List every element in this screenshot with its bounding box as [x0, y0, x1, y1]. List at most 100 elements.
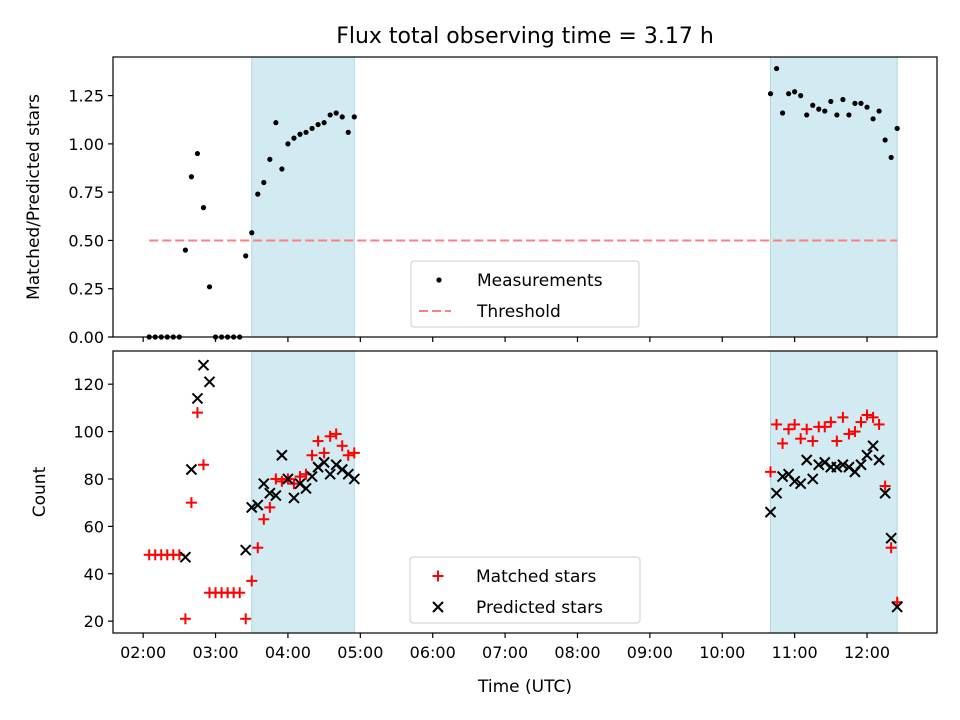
predicted-stars-point	[867, 440, 879, 452]
y-tick-label: 80	[84, 470, 104, 489]
predicted-stars-point	[861, 449, 873, 461]
predicted-stars-point	[276, 449, 288, 461]
observing-window-shade	[251, 57, 355, 337]
y-axis-label: Count	[30, 466, 50, 517]
measurement-point	[779, 110, 786, 116]
predicted-stars-point	[306, 470, 318, 483]
predicted-stars-point	[348, 473, 360, 485]
predicted-stars-point	[246, 501, 258, 514]
legend-label: Predicted stars	[476, 598, 603, 618]
matched-stars-point	[807, 435, 819, 447]
x-tick-label: 03:00	[192, 643, 238, 662]
matched-stars-point	[837, 411, 849, 423]
matched-stars-point	[879, 480, 891, 492]
measurement-point	[297, 131, 303, 137]
figure-title: Flux total observing time = 3.17 h	[336, 24, 714, 49]
matched-stars-point	[348, 447, 360, 459]
matched-stars-point	[264, 501, 276, 513]
predicted-stars-point-b	[770, 487, 783, 499]
predicted-stars-point-b	[843, 461, 855, 473]
measurement-point	[321, 120, 327, 126]
y-tick-label: 1.25	[68, 87, 104, 106]
predicted-stars-point	[800, 454, 813, 466]
predicted-stars-point-b	[885, 532, 897, 544]
measurement-point	[200, 205, 207, 211]
ratio-panel: 0.00 0.25 0.50 0.75 1.00 1.25 Matched/Predicte…	[24, 56, 938, 347]
measurement-point	[773, 65, 780, 72]
y-tick-label: 0.50	[68, 231, 104, 250]
x-tick-label: 04:00	[265, 643, 311, 662]
predicted-stars-point-b	[264, 487, 276, 499]
measurement-point	[309, 125, 315, 132]
predicted-stars-point	[813, 459, 825, 471]
x-tick-label: 06:00	[410, 643, 456, 662]
matched-stars-point	[246, 575, 258, 587]
plot-frame	[112, 350, 938, 634]
measurement-point	[858, 100, 864, 106]
predicted-stars-point	[879, 487, 891, 499]
matched-stars-point	[843, 428, 855, 440]
legend: Measurements Threshold	[410, 260, 640, 328]
measurement-point	[816, 106, 822, 112]
measurement-point	[870, 116, 876, 122]
legend-label: Threshold	[476, 302, 561, 322]
predicted-stars-point-b	[788, 475, 801, 488]
matched-stars-point	[270, 473, 282, 485]
matched-stars-point	[179, 613, 191, 625]
x-tick-label: 09:00	[627, 643, 673, 662]
x-tick-label: 10:00	[699, 643, 745, 662]
predicted-stars-point-b	[258, 477, 270, 490]
x-tick-label: 05:00	[337, 643, 383, 662]
predicted-stars-point-b	[855, 459, 867, 471]
predicted-stars-point-b	[246, 501, 258, 514]
predicted-stars-point-b	[891, 601, 903, 613]
predicted-stars-point-b	[800, 454, 813, 466]
measurement-point	[255, 191, 261, 197]
x-tick-label: 02:00	[120, 643, 166, 662]
measurement-point	[327, 112, 333, 118]
predicted-stars-point	[264, 487, 276, 499]
predicted-stars-point-b	[879, 487, 891, 499]
x-axis-label: Time (UTC)	[477, 677, 572, 697]
predicted-stars-point	[203, 376, 216, 388]
predicted-stars-point-b	[179, 551, 192, 563]
measurement-point	[852, 100, 858, 106]
predicted-stars-point	[885, 532, 897, 544]
matched-stars-point	[342, 449, 354, 461]
legend-x-icon	[432, 601, 444, 613]
y-tick-label: 1.00	[68, 135, 104, 154]
measurement-point	[840, 96, 846, 103]
predicted-stars-point-b	[197, 359, 210, 371]
predicted-stars-point-b	[776, 470, 789, 483]
y-tick-label: 0.25	[68, 280, 104, 299]
predicted-stars-point	[873, 454, 885, 466]
measurement-point	[279, 166, 285, 172]
predicted-stars-point	[776, 470, 789, 483]
predicted-stars-point-b	[288, 492, 300, 504]
measurement-point	[188, 174, 195, 180]
legend-box	[410, 260, 640, 328]
matched-stars-point	[765, 466, 777, 478]
legend: Matched stars Predicted stars	[409, 556, 641, 624]
predicted-stars-point-b	[324, 468, 336, 480]
predicted-stars-point-b	[191, 392, 204, 405]
predicted-stars-point-b	[300, 482, 312, 495]
measurement-point	[303, 129, 309, 135]
predicted-stars-point-b	[318, 456, 330, 469]
predicted-stars-point	[282, 473, 294, 485]
matched-stars-point	[771, 418, 783, 430]
predicted-stars-point-b	[837, 459, 849, 471]
predicted-stars-point-b	[282, 473, 294, 485]
predicted-stars-point	[179, 551, 192, 563]
matched-stars-point	[258, 513, 270, 525]
measurement-point	[351, 114, 357, 120]
matched-stars-point	[885, 542, 897, 554]
measurement-point	[345, 129, 351, 135]
predicted-stars-point-b	[873, 454, 885, 466]
measurement-point	[767, 91, 774, 97]
measurement-point	[273, 120, 279, 126]
y-tick-label: 60	[84, 517, 104, 536]
matched-stars-point	[783, 423, 795, 435]
matched-stars-point	[252, 542, 264, 554]
